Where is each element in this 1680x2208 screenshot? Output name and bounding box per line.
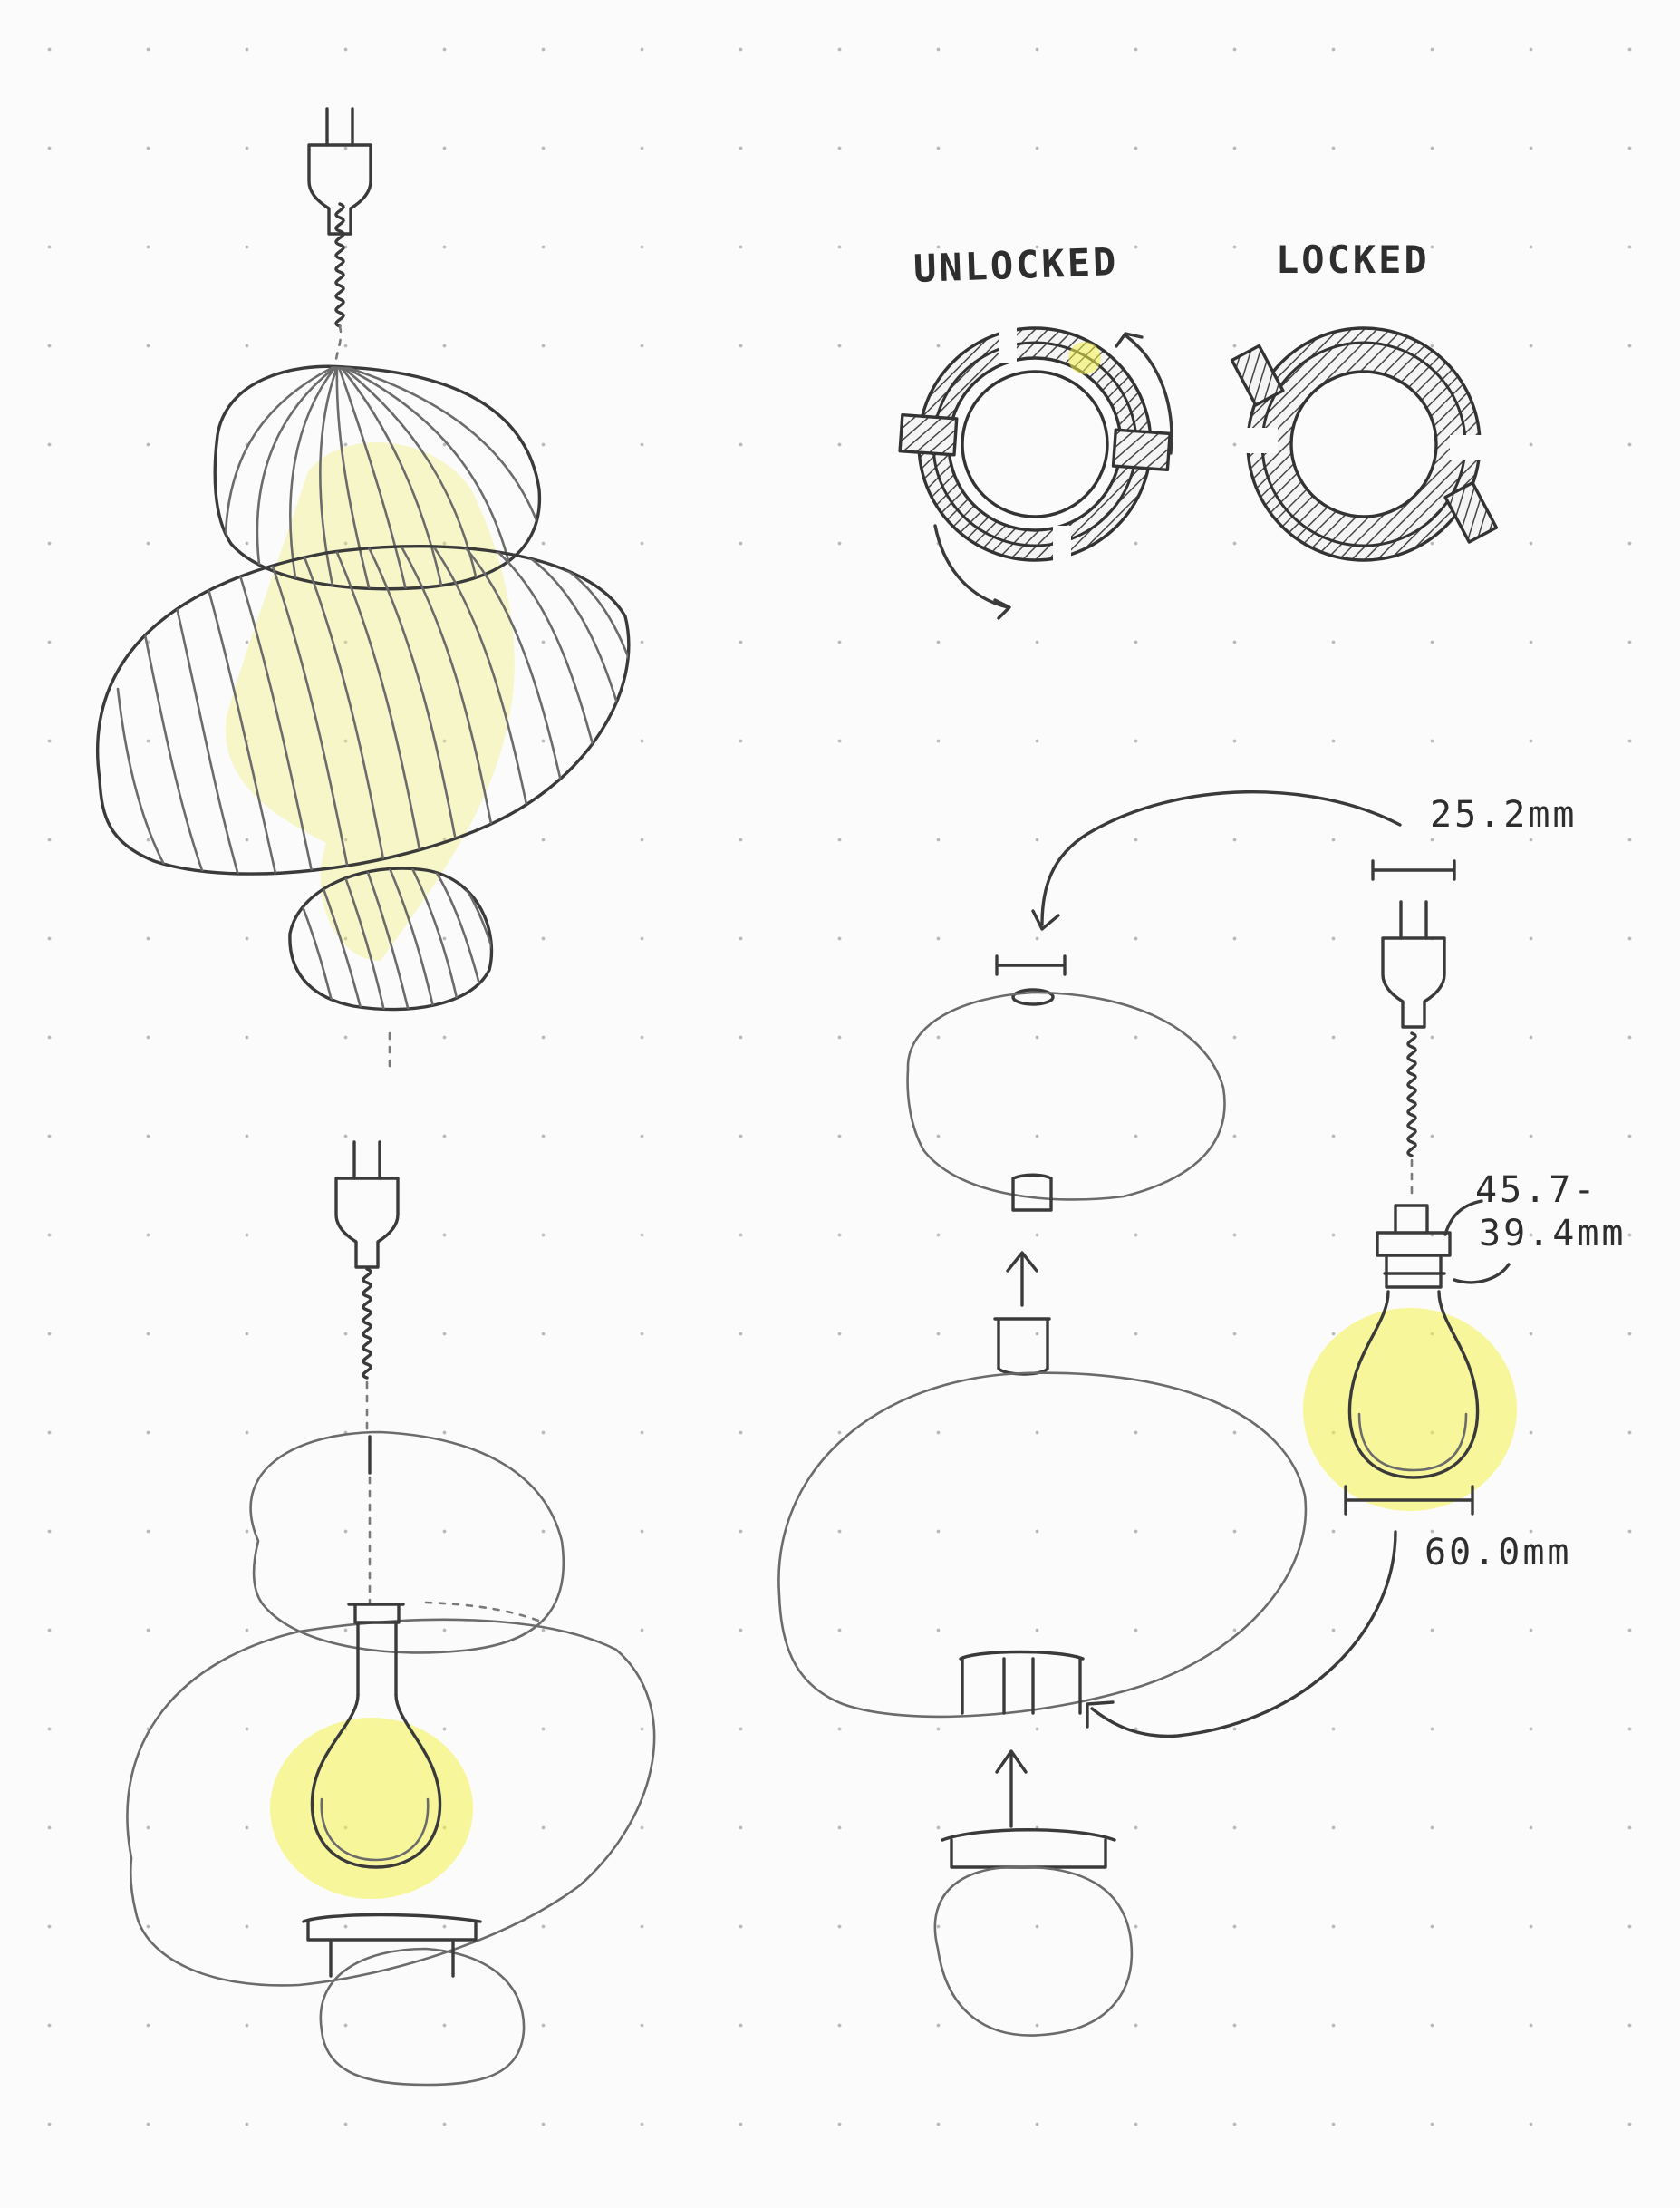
socket-range-dimension-bottom: 39.4mm <box>1479 1213 1627 1254</box>
locked-ring-diagram <box>1230 326 1499 562</box>
cutaway-assembly-illustration <box>126 1140 656 2087</box>
plug-icon <box>1381 900 1446 1029</box>
exploded-view-illustration <box>777 790 1517 2037</box>
cord-width-dimension: 25.2mm <box>1430 794 1578 836</box>
unlocked-ring-diagram <box>898 322 1173 620</box>
locked-label: LOCKED <box>1276 237 1430 282</box>
bulb-width-dimension: 60.0mm <box>1424 1532 1572 1574</box>
unlocked-label: UNLOCKED <box>912 239 1120 291</box>
assembled-lamp-illustration <box>96 107 631 1076</box>
socket-range-dimension-top: 45.7- <box>1475 1169 1598 1211</box>
rotate-arrow-icon <box>933 332 1173 620</box>
plug-icon <box>307 107 372 236</box>
bulb-icon <box>310 1693 442 1869</box>
bulb-icon <box>1347 1290 1480 1479</box>
plug-icon <box>334 1140 400 1269</box>
